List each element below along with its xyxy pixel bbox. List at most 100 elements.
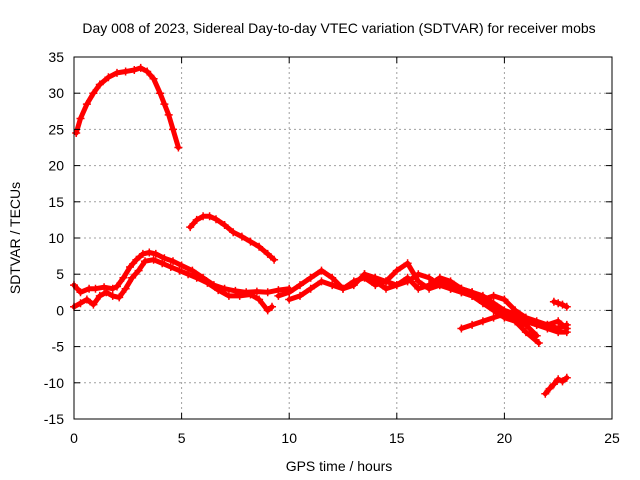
data-point (392, 281, 401, 290)
data-point (263, 288, 272, 297)
data-point (246, 237, 255, 246)
data-point (317, 277, 326, 286)
data-point (270, 255, 279, 264)
x-tick-label: 0 (70, 430, 78, 446)
data-point (500, 310, 509, 318)
data-point (360, 270, 369, 279)
data-point (175, 266, 184, 275)
data-point (212, 215, 220, 224)
data-point (108, 291, 117, 300)
data-point (285, 288, 294, 297)
data-point (339, 284, 347, 293)
data-point (237, 232, 246, 241)
data-point (543, 320, 552, 329)
data-point (263, 306, 272, 315)
data-point (534, 339, 543, 347)
data-point (143, 67, 152, 76)
y-tick-label: 30 (48, 85, 64, 101)
data-point (95, 80, 104, 89)
data-point (554, 328, 563, 337)
data-point (562, 302, 571, 311)
data-point (403, 277, 412, 286)
data-point (549, 297, 558, 306)
data-point (255, 295, 264, 304)
data-point (392, 266, 401, 275)
axis-ticks: 0 5 10 15 20 25 -15 -10 -5 0 5 10 15 20 25 30 35 (44, 49, 620, 446)
data-point (100, 283, 109, 292)
data-point (562, 324, 571, 333)
data-point (113, 68, 121, 77)
data-point (89, 89, 98, 98)
data-point (263, 249, 272, 258)
data-point (558, 377, 567, 386)
data-point (192, 215, 201, 224)
data-point (132, 255, 141, 264)
data-point (554, 299, 563, 308)
data-point (255, 242, 264, 251)
data-point (246, 290, 255, 299)
data-point (414, 270, 423, 279)
data-point (328, 273, 337, 282)
data-point (457, 324, 466, 333)
data-point (203, 278, 212, 287)
data-point (274, 291, 283, 300)
data-point (136, 63, 145, 72)
data-series (70, 63, 571, 398)
data-point (549, 380, 558, 389)
x-tick-label: 10 (281, 430, 297, 446)
data-point (149, 255, 158, 264)
data-point (91, 284, 100, 293)
data-point (134, 266, 143, 275)
data-point (317, 266, 326, 275)
data-point (511, 313, 520, 322)
data-point (145, 248, 154, 257)
data-point (371, 273, 380, 282)
satellite-track-c (70, 248, 294, 297)
data-point (382, 277, 390, 286)
data-point (562, 373, 571, 382)
satellite-track-b (186, 212, 279, 264)
data-point (468, 288, 477, 297)
data-point (115, 293, 124, 302)
y-tick-label: 35 (48, 49, 64, 65)
data-point (349, 281, 358, 290)
data-point (192, 273, 201, 282)
data-point (224, 291, 233, 300)
data-point (296, 291, 304, 300)
data-point (478, 291, 487, 300)
data-point (113, 282, 121, 291)
data-point (285, 295, 294, 304)
data-point (76, 299, 85, 308)
data-point (82, 295, 91, 304)
satellite-track-i (457, 310, 571, 333)
data-point (108, 284, 117, 293)
data-point (169, 125, 177, 134)
data-point (141, 257, 149, 266)
data-point (558, 300, 567, 309)
data-point (89, 300, 98, 309)
data-point (489, 313, 498, 322)
data-point (425, 281, 434, 290)
data-point (184, 270, 193, 279)
data-point (156, 89, 165, 98)
data-point (252, 287, 261, 296)
data-point (382, 284, 390, 293)
data-point (121, 284, 130, 293)
data-point (296, 281, 304, 290)
data-point (188, 266, 197, 275)
x-tick-label: 20 (497, 430, 513, 446)
data-point (158, 259, 167, 268)
data-point (545, 384, 554, 393)
data-point (130, 66, 139, 74)
data-point (541, 389, 550, 398)
data-point (554, 317, 563, 326)
y-tick-label: -5 (52, 339, 65, 355)
data-point (468, 320, 477, 329)
data-point (521, 317, 530, 326)
data-point (169, 257, 177, 266)
data-point (102, 288, 111, 297)
data-point (229, 228, 238, 237)
data-point (166, 263, 175, 271)
y-tick-label: 5 (56, 266, 64, 282)
